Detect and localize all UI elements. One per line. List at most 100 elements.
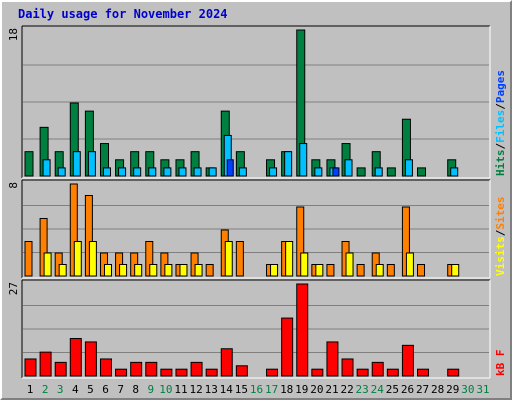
bar-sites-day-17 (270, 264, 279, 277)
legend-entry: Pages (494, 70, 507, 103)
x-tick-label-day-16: 16 (250, 383, 263, 396)
x-tick-label-day-17: 17 (265, 383, 278, 396)
bar-hits-day-1 (24, 151, 34, 177)
legend-entry: Visits (494, 236, 507, 276)
bar-files-day-6 (102, 167, 111, 177)
x-tick-label-day-13: 13 (205, 383, 218, 396)
bar-visits-day-13 (205, 264, 214, 277)
x-tick-label-day-18: 18 (280, 383, 293, 396)
bar-files-day-10 (163, 167, 172, 177)
bar-kb-f-day-29 (447, 368, 460, 377)
x-tick-label-day-5: 5 (87, 383, 94, 396)
bar-sites-day-8 (134, 264, 143, 277)
x-tick-label-day-21: 21 (325, 383, 338, 396)
bar-pages-day-14 (226, 159, 234, 177)
bar-kb-f-day-2 (39, 351, 52, 377)
x-tick-label-day-20: 20 (310, 383, 323, 396)
x-tick-label-day-2: 2 (42, 383, 49, 396)
bar-kb-f-day-5 (84, 341, 97, 377)
bar-kb-f-day-11 (175, 368, 188, 377)
bar-files-day-2 (42, 159, 51, 177)
bar-sites-day-20 (315, 264, 324, 277)
bar-files-day-20 (314, 167, 323, 177)
bar-files-day-15 (238, 167, 247, 177)
bar-sites-day-22 (345, 252, 354, 277)
x-tick-label-day-8: 8 (132, 383, 139, 396)
bar-sites-day-24 (375, 264, 384, 277)
legend-entry: Hits (494, 150, 507, 177)
bar-visits-day-25 (386, 264, 395, 277)
bar-visits-day-15 (235, 241, 244, 277)
bar-sites-day-26 (405, 252, 414, 277)
x-tick-label-day-22: 22 (340, 383, 353, 396)
bar-visits-day-27 (417, 264, 426, 277)
bar-kb-f-day-3 (54, 361, 67, 377)
x-tick-label-day-29: 29 (446, 383, 459, 396)
bar-sites-day-10 (164, 264, 173, 277)
bar-sites-day-5 (88, 241, 97, 277)
bar-hits-day-23 (356, 167, 366, 177)
bar-kb-f-day-21 (326, 341, 339, 377)
x-tick-label-day-28: 28 (431, 383, 444, 396)
bar-sites-day-2 (43, 252, 52, 277)
x-tick-label-day-26: 26 (401, 383, 414, 396)
bar-files-day-18 (284, 151, 293, 177)
x-tick-label-day-1: 1 (27, 383, 34, 396)
bar-sites-day-19 (300, 252, 309, 277)
y-max-label: 27 (7, 282, 20, 295)
y-max-label: 8 (7, 182, 20, 189)
bar-kb-f-day-15 (235, 365, 248, 377)
bar-kb-f-day-18 (281, 317, 294, 377)
x-tick-label-day-11: 11 (174, 383, 187, 396)
bar-hits-day-25 (386, 167, 396, 177)
bar-kb-f-day-14 (220, 348, 233, 377)
bar-kb-f-day-9 (145, 361, 158, 377)
x-tick-label-day-27: 27 (416, 383, 429, 396)
bar-kb-f-day-19 (296, 283, 309, 377)
bar-kb-f-day-13 (205, 368, 218, 377)
x-tick-label-day-12: 12 (189, 383, 202, 396)
x-tick-label-day-14: 14 (220, 383, 234, 396)
bar-kb-f-day-10 (160, 368, 173, 377)
x-tick-label-day-6: 6 (102, 383, 109, 396)
legend-entry: kB F (494, 350, 507, 377)
bar-files-day-29 (450, 167, 459, 177)
x-tick-label-day-10: 10 (159, 383, 172, 396)
bar-kb-f-day-24 (371, 361, 384, 377)
x-tick-label-day-31: 31 (476, 383, 489, 396)
bar-kb-f-day-1 (24, 358, 37, 377)
bar-sites-day-29 (451, 264, 460, 277)
bar-visits-day-21 (326, 264, 335, 277)
bar-visits-day-1 (24, 241, 33, 277)
bar-sites-day-14 (224, 241, 233, 277)
bar-files-day-11 (178, 167, 187, 177)
bar-files-day-3 (57, 167, 66, 177)
bar-pages-day-21 (332, 167, 340, 177)
bar-sites-day-4 (73, 241, 82, 277)
x-tick-label-day-25: 25 (386, 383, 399, 396)
legend-kbytes: kB F (494, 350, 507, 377)
legend-separator: / (494, 143, 507, 150)
bar-kb-f-day-23 (356, 368, 369, 377)
bar-files-day-9 (148, 167, 157, 177)
bar-kb-f-day-6 (99, 358, 112, 377)
x-tick-label-day-15: 15 (235, 383, 248, 396)
x-tick-label-day-3: 3 (57, 383, 64, 396)
x-tick-label-day-23: 23 (356, 383, 369, 396)
legend-separator: / (494, 229, 507, 236)
bar-files-day-22 (344, 159, 353, 177)
bar-kb-f-day-22 (341, 358, 354, 377)
legend-entry: Sites (494, 197, 507, 230)
bar-files-day-17 (269, 167, 278, 177)
x-tick-label-day-7: 7 (117, 383, 124, 396)
bar-files-day-13 (208, 167, 217, 177)
x-tick-label-day-19: 19 (295, 383, 308, 396)
x-tick-label-day-9: 9 (148, 383, 155, 396)
legend-separator: / (494, 103, 507, 110)
bar-files-day-7 (118, 167, 127, 177)
bar-sites-day-11 (179, 264, 188, 277)
bar-visits-day-23 (356, 264, 365, 277)
y-max-label: 18 (7, 28, 20, 41)
bar-kb-f-day-27 (417, 368, 430, 377)
